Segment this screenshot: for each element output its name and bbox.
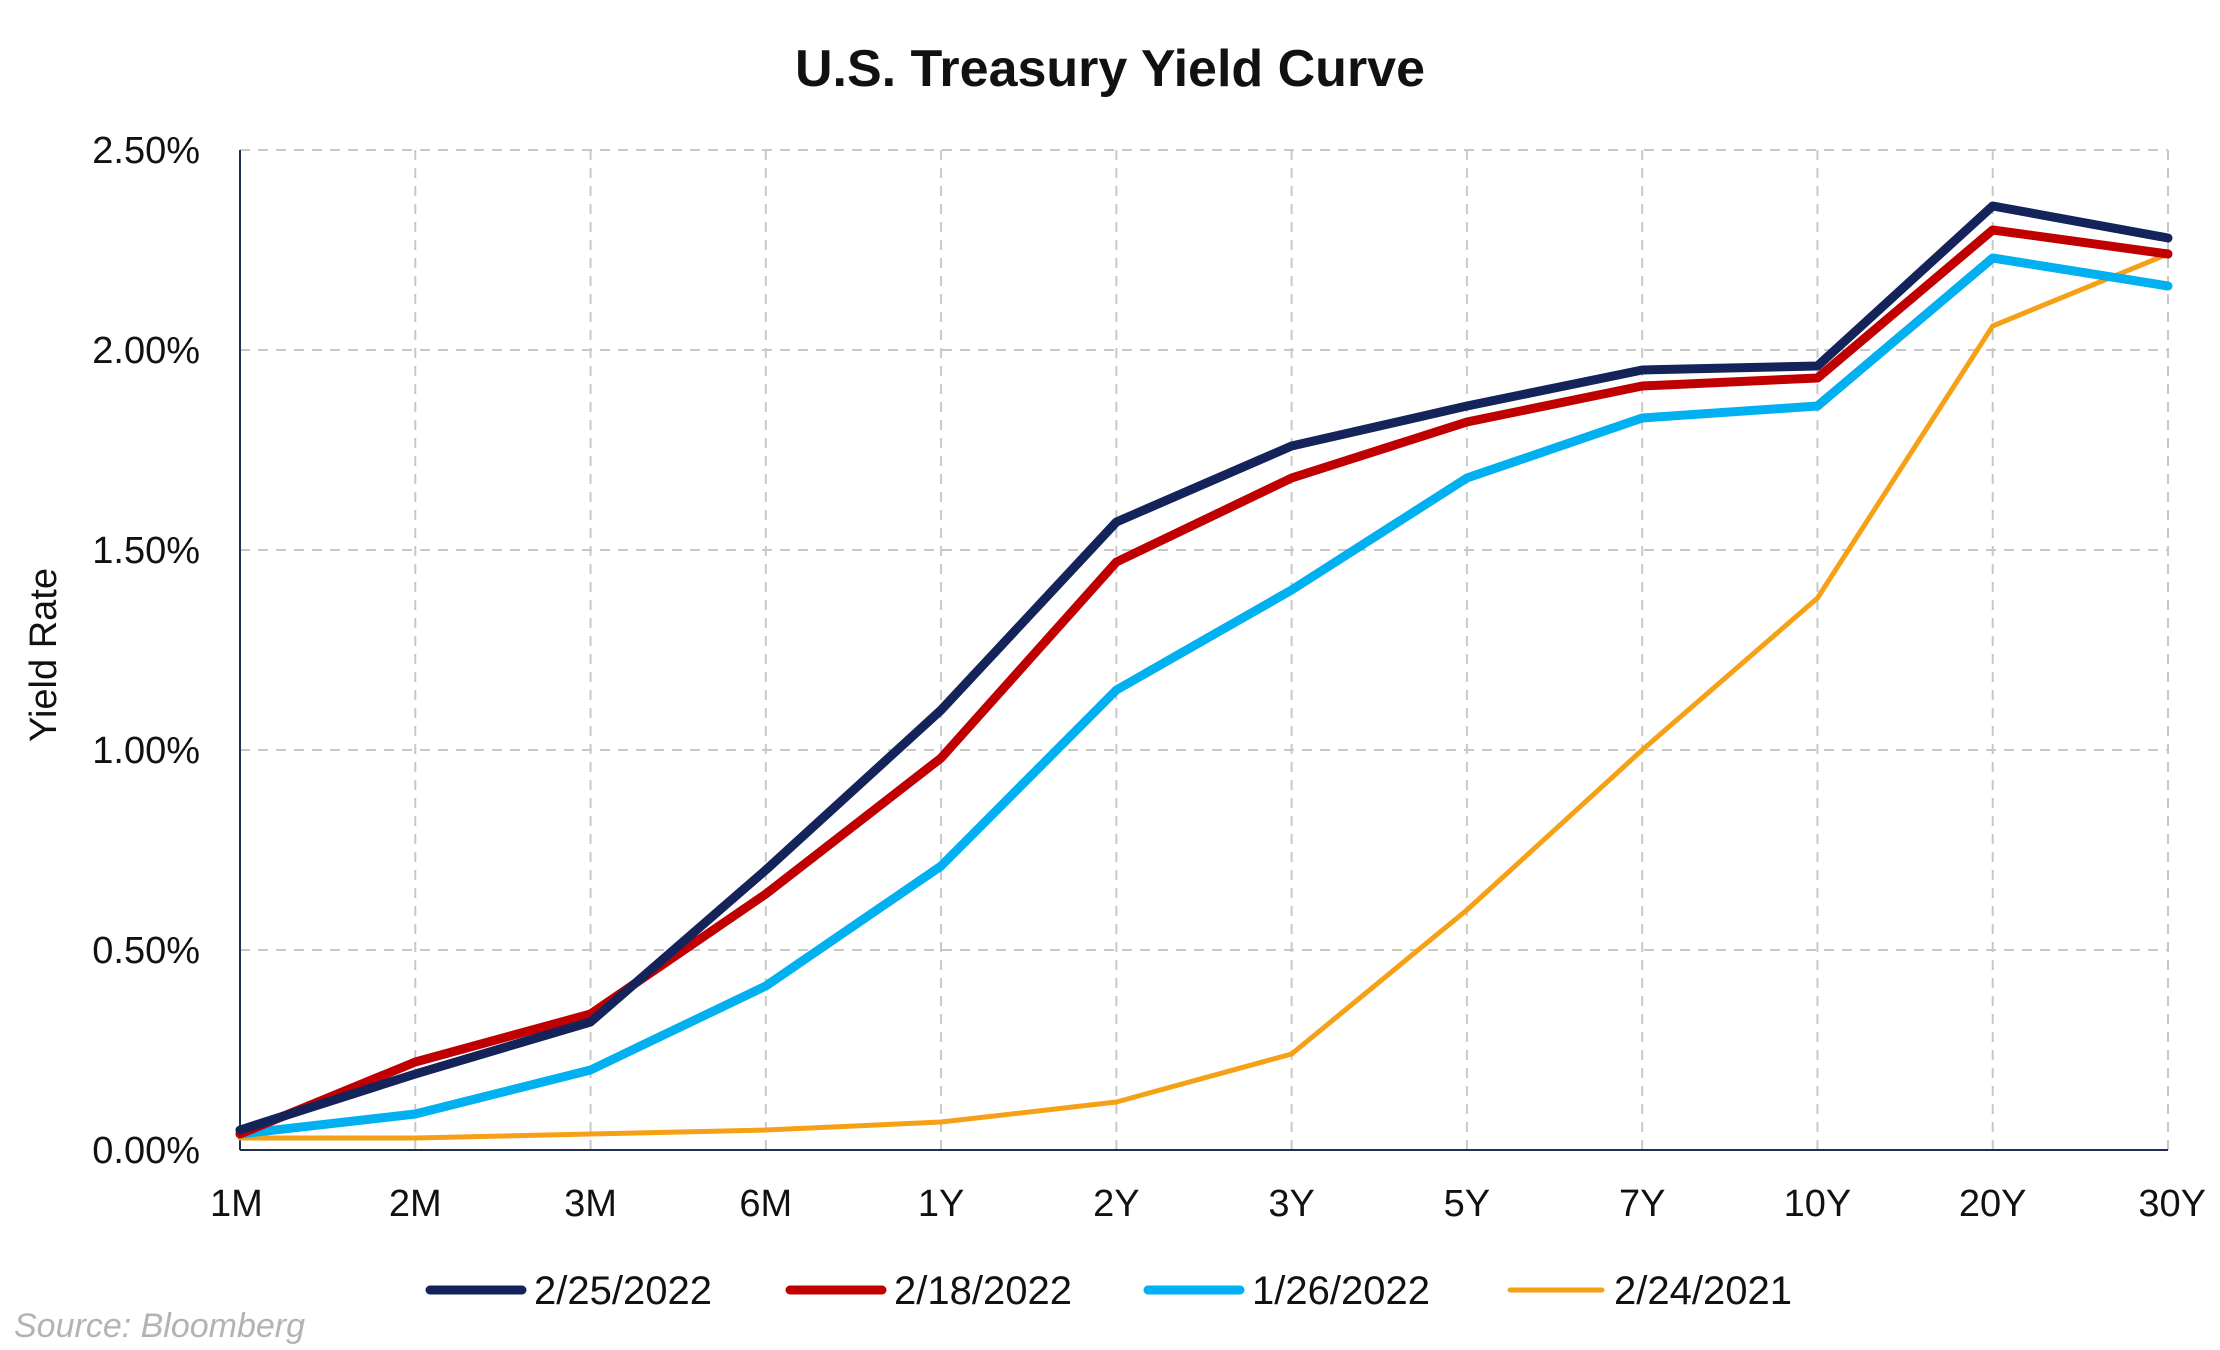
x-tick-label-5: 2Y [1093,1183,1139,1225]
y-tick-labels: 0.00% 0.50% 1.00% 1.50% 2.00% 2.50% [92,130,200,1172]
x-tick-label-10: 20Y [1959,1183,2027,1225]
y-tick-label-3: 1.50% [92,530,200,572]
source-note: Source: Bloomberg [14,1307,305,1345]
x-tick-label-9: 10Y [1784,1183,1852,1225]
series-line-2-24-2021 [237,251,2171,1141]
x-tick-labels: 1M 2M 3M 6M 1Y 2Y 3Y 5Y 7Y 10Y 20Y 30Y [210,1183,2206,1225]
y-axis-label: Yield Rate [23,568,65,742]
legend: 2/25/2022 2/18/2022 1/26/2022 2/24/2021 [425,1269,1792,1313]
gridlines [240,149,2169,1150]
legend-label-2: 1/26/2022 [1252,1269,1430,1313]
series-line-1-26-2022 [235,253,2173,1139]
legend-label-3: 2/24/2021 [1614,1269,1792,1313]
x-tick-label-7: 5Y [1444,1183,1490,1225]
x-tick-label-0: 1M [210,1183,263,1225]
axes [239,150,2168,1151]
x-tick-label-2: 3M [564,1183,617,1225]
x-tick-label-11: 30Y [2138,1183,2206,1225]
x-tick-label-8: 7Y [1619,1183,1665,1225]
x-tick-label-3: 6M [739,1183,792,1225]
y-tick-label-5: 2.50% [92,130,200,172]
y-tick-label-0: 0.00% [92,1130,200,1172]
y-tick-label-2: 1.00% [92,730,200,772]
series-line-2-18-2022 [235,225,2173,1139]
chart-title: U.S. Treasury Yield Curve [795,40,1425,98]
series-line-2-25-2022 [235,201,2173,1135]
x-tick-label-6: 3Y [1268,1183,1314,1225]
x-tick-label-1: 2M [389,1183,442,1225]
legend-label-0: 2/25/2022 [534,1269,712,1313]
legend-label-1: 2/18/2022 [894,1269,1072,1313]
y-tick-label-1: 0.50% [92,930,200,972]
series-lines [235,201,2173,1141]
y-tick-label-4: 2.00% [92,330,200,372]
x-tick-label-4: 1Y [918,1183,964,1225]
